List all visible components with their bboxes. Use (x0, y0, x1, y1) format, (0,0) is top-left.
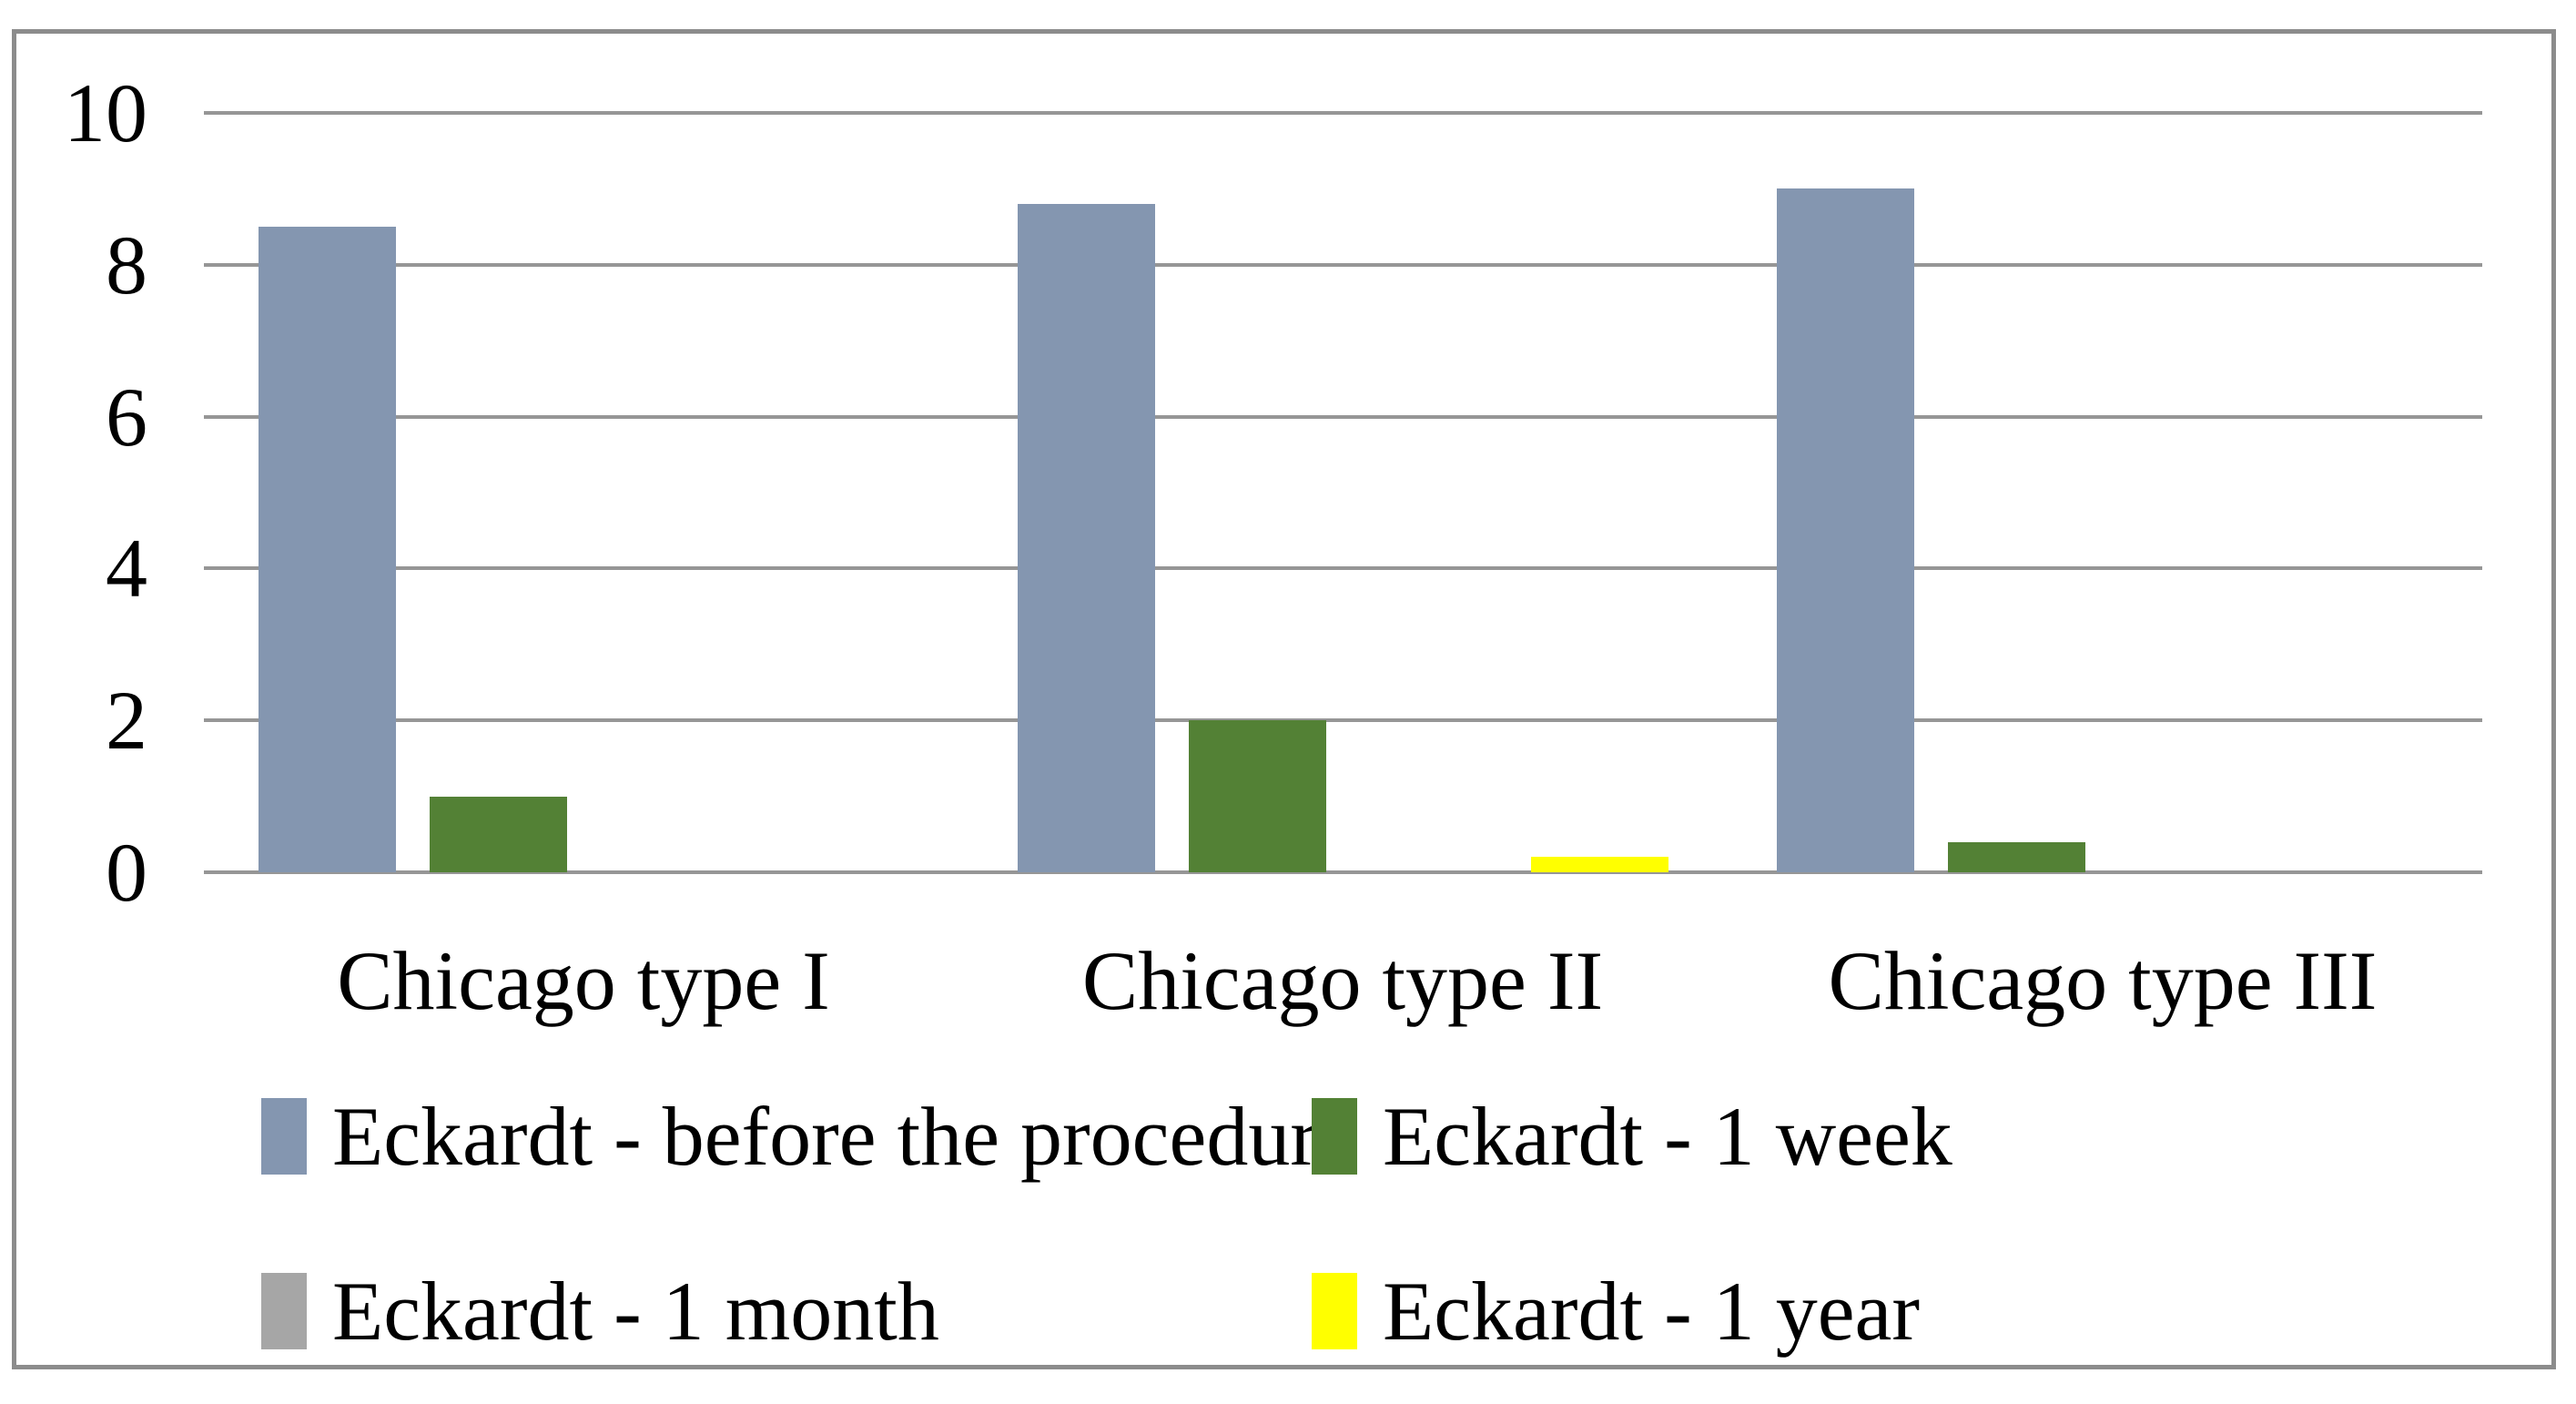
legend-swatch (1312, 1098, 1357, 1175)
y-axis-tick-label: 8 (106, 219, 147, 311)
bar (1189, 720, 1326, 872)
legend-item: Eckardt - 1 year (1312, 1264, 2358, 1358)
x-axis-category-label: Chicago type II (1081, 934, 1604, 1027)
y-axis-tick-label: 10 (64, 66, 147, 159)
bar (1948, 842, 2085, 872)
bar (1018, 204, 1155, 872)
x-axis-category-label: Chicago type III (1828, 934, 2378, 1027)
bar (259, 227, 396, 872)
gridline (204, 718, 2482, 722)
y-axis-tick-label: 4 (106, 522, 147, 615)
y-axis-tick-label: 0 (106, 826, 147, 919)
gridline (204, 111, 2482, 115)
legend-label: Eckardt - 1 week (1383, 1090, 1952, 1183)
x-axis-category-label: Chicago type I (337, 934, 830, 1027)
bar (430, 797, 567, 872)
gridline (204, 566, 2482, 570)
legend-item: Eckardt - 1 month (261, 1264, 1308, 1358)
bar (1531, 857, 1668, 872)
y-axis-tick-label: 6 (106, 371, 147, 463)
legend-item: Eckardt - 1 week (1312, 1089, 2358, 1184)
legend-swatch (1312, 1273, 1357, 1349)
y-axis-tick-label: 2 (106, 674, 147, 767)
gridline (204, 263, 2482, 267)
legend-item: Eckardt - before the procedure (261, 1089, 1355, 1184)
legend-swatch (261, 1098, 307, 1175)
x-axis-line (204, 870, 2482, 874)
legend-label: Eckardt - 1 year (1383, 1265, 1921, 1358)
legend-label: Eckardt - 1 month (332, 1265, 939, 1358)
legend-label: Eckardt - before the procedure (332, 1090, 1355, 1183)
bar (1777, 188, 1914, 872)
gridline (204, 415, 2482, 419)
legend-swatch (261, 1273, 307, 1349)
chart-border (12, 29, 2556, 1369)
